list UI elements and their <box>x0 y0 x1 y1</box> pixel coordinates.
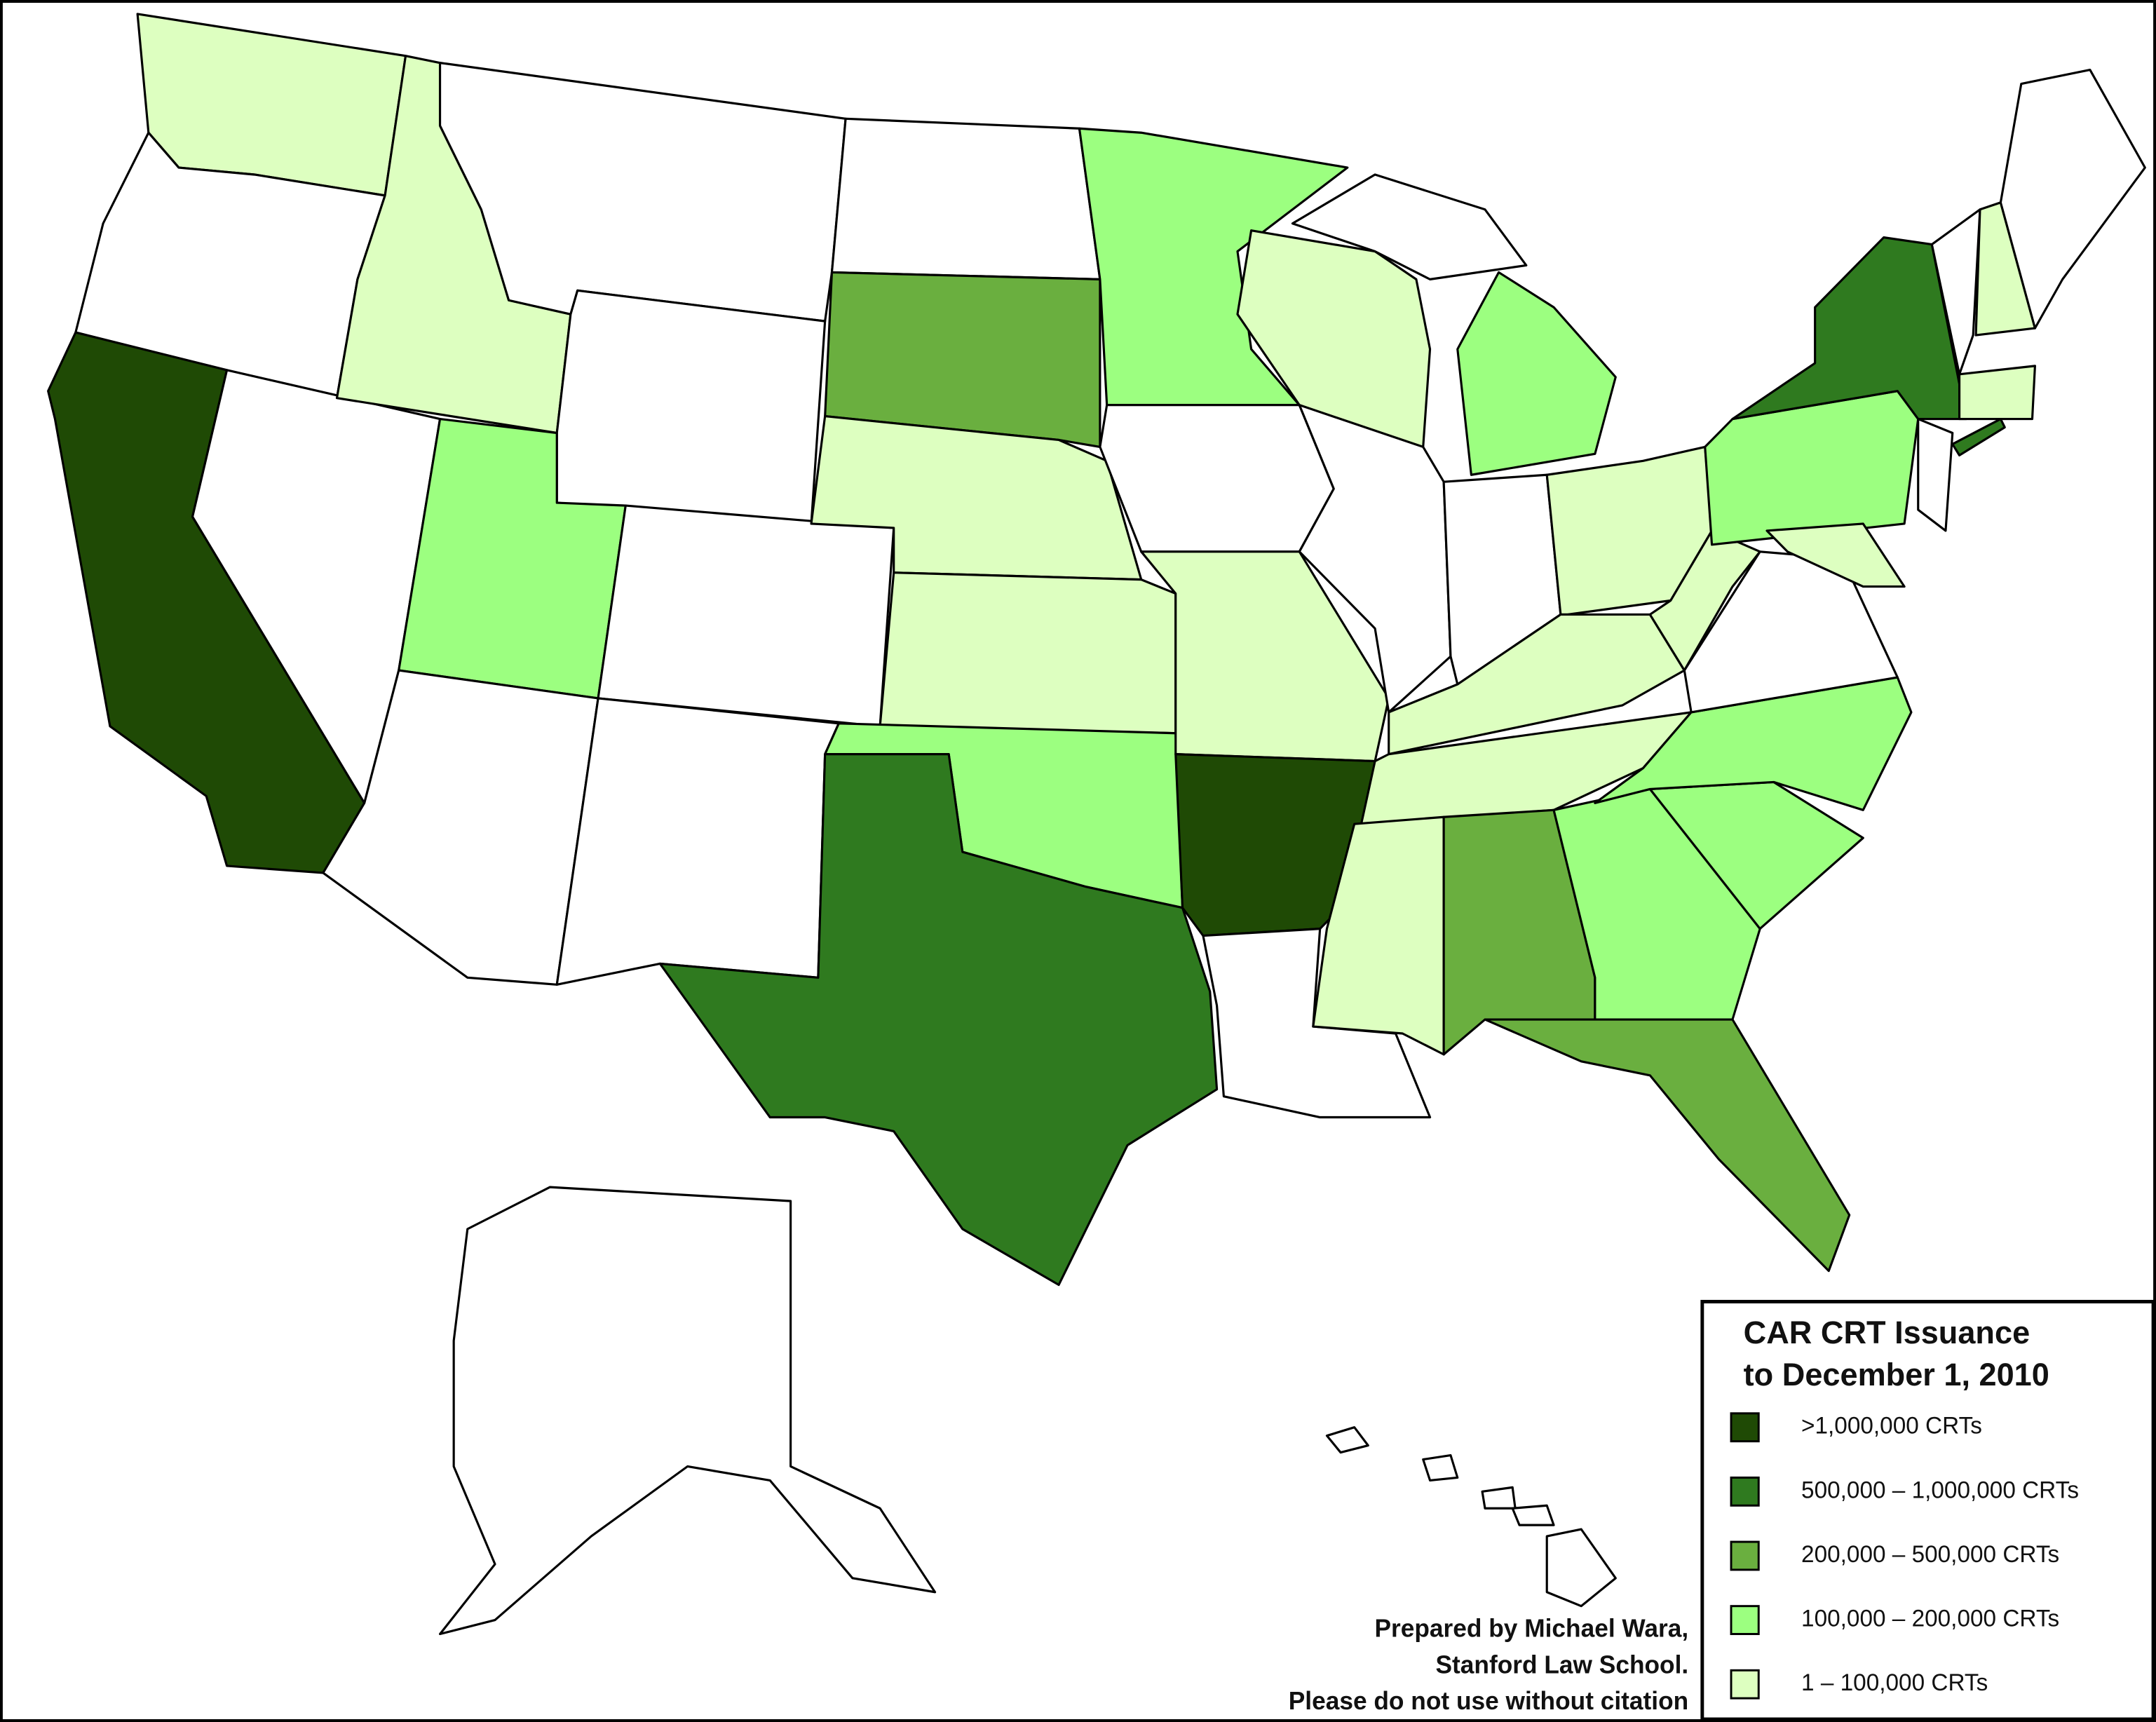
state <box>1930 208 1981 376</box>
state <box>1484 1018 1851 1273</box>
legend-swatch <box>1730 1476 1760 1507</box>
state <box>1511 1504 1555 1526</box>
legend-label: 500,000 – 1,000,000 CRTs <box>1801 1477 2079 1503</box>
legend-title: CAR CRT Issuance <box>1744 1315 2030 1350</box>
state <box>824 271 1101 448</box>
credit-line: Please do not use without citation <box>1289 1687 1688 1715</box>
state <box>1291 173 1528 280</box>
state <box>1765 522 1906 588</box>
legend-label: >1,000,000 CRTs <box>1801 1413 1982 1439</box>
legend-label: 1 – 100,000 CRTs <box>1801 1670 1988 1696</box>
legend-label: 100,000 – 200,000 CRTs <box>1801 1606 2059 1632</box>
legend-swatch <box>1730 1412 1760 1443</box>
state <box>1958 365 2036 421</box>
legend-swatch <box>1730 1669 1760 1700</box>
credit-line: Stanford Law School. <box>1436 1650 1689 1679</box>
legend-swatch <box>1730 1605 1760 1636</box>
state <box>438 1186 937 1636</box>
state <box>830 117 1101 280</box>
state <box>1325 1426 1369 1454</box>
state <box>1099 404 1335 553</box>
state <box>1202 928 1432 1119</box>
legend-title: to December 1, 2010 <box>1744 1357 2049 1392</box>
state <box>1481 1486 1517 1510</box>
state <box>658 753 1219 1287</box>
credit: Prepared by Michael Wara, Stanford Law S… <box>1289 1614 1688 1715</box>
state <box>1456 271 1617 476</box>
states <box>47 13 2146 1636</box>
state <box>879 571 1177 735</box>
state <box>1951 417 2006 456</box>
legend-label: 200,000 – 500,000 CRTs <box>1801 1542 2059 1568</box>
credit-line: Prepared by Michael Wara, <box>1374 1614 1688 1642</box>
state <box>1917 417 1954 532</box>
state <box>1388 613 1686 756</box>
legend-swatch <box>1730 1540 1760 1571</box>
state <box>555 697 840 986</box>
legend-box <box>1700 1299 2155 1721</box>
state <box>1078 127 1349 407</box>
state <box>1999 69 2146 330</box>
state <box>555 289 827 525</box>
state <box>597 504 895 728</box>
state <box>1422 1453 1459 1482</box>
state <box>1545 1528 1617 1608</box>
legend: CAR CRT Issuance to December 1, 2010 >1,… <box>1700 1299 2155 1721</box>
